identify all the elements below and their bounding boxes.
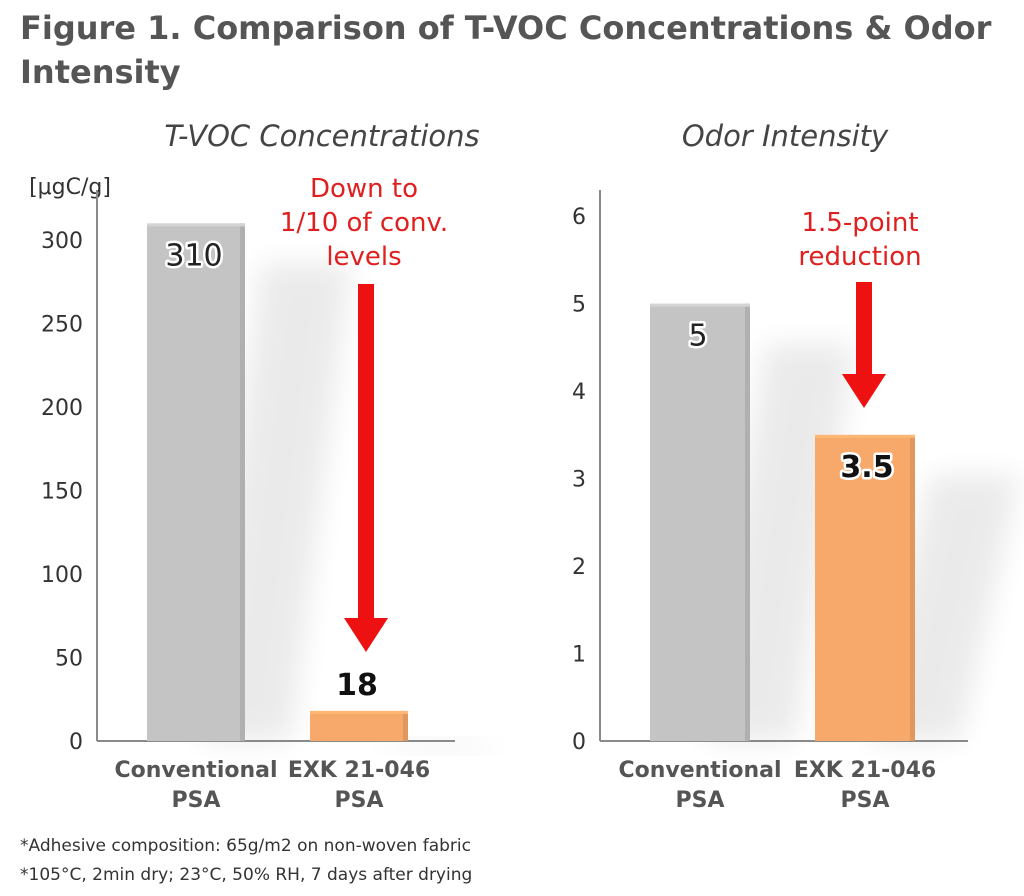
tvoc-y-tick-label: 200 (41, 396, 83, 421)
tvoc-y-tick-label: 150 (41, 480, 83, 505)
tvoc-bar-edge (403, 710, 408, 741)
odor-y-tick-label: 3 (572, 468, 586, 493)
tvoc-y-tick-label: 250 (41, 313, 83, 338)
tvoc-chart-title: T-VOC Concentrations (164, 119, 479, 153)
odor-bar-conventional (650, 303, 750, 741)
tvoc-y-axis-label: [μgC/g] (29, 175, 111, 200)
tvoc-data-label: 18 (336, 668, 378, 703)
odor-y-tick-label: 6 (572, 205, 586, 230)
tvoc-reduction-arrow (344, 284, 388, 652)
footnotes: *Adhesive composition: 65g/m2 on non-wov… (20, 832, 1010, 890)
footnote-conditions: *105°C, 2min dry; 23°C, 50% RH, 7 days a… (20, 865, 473, 885)
odor-y-tick-label: 0 (572, 730, 586, 755)
tvoc-bar-shadow (363, 741, 514, 751)
tvoc-y-tick-label: 0 (69, 730, 83, 755)
odor-annotation: 1.5-point reduction (798, 208, 921, 272)
odor-chart: Odor Intensity 0 1 2 3 4 5 6 5 Conventional PSA 3.5… (572, 119, 1020, 813)
tvoc-annotation: Down to 1/10 of conv. levels (280, 174, 448, 272)
tvoc-y-tick-label: 100 (41, 563, 83, 588)
odor-data-label: 3.5 (840, 450, 893, 485)
odor-bar-edge (745, 303, 750, 741)
tvoc-data-label: 310 (165, 238, 222, 273)
figure-title: Figure 1. Comparison of T-VOC Concentrat… (20, 9, 992, 91)
footnote-composition: *Adhesive composition: 65g/m2 on non-wov… (20, 836, 471, 856)
tvoc-category-label: Conventional PSA (114, 758, 277, 813)
odor-bar-top (650, 303, 750, 307)
odor-data-label: 5 (688, 319, 707, 354)
tvoc-bar-edge (240, 223, 245, 742)
tvoc-category-label: EXK 21-046 PSA (288, 758, 430, 813)
odor-y-tick-label: 5 (572, 293, 586, 318)
tvoc-y-tick-label: 50 (55, 647, 83, 672)
odor-category-label: EXK 21-046 PSA (794, 758, 936, 813)
tvoc-bar-conventional (147, 223, 245, 742)
tvoc-bar-exk (310, 710, 408, 741)
odor-reduction-arrow (842, 282, 886, 408)
odor-y-tick-label: 4 (572, 380, 586, 405)
tvoc-chart: T-VOC Concentrations [μgC/g] 0 50 100 150 200 2… (29, 119, 514, 813)
tvoc-bar-top (147, 223, 245, 227)
odor-bar-exk (815, 434, 915, 741)
odor-y-tick-label: 2 (572, 555, 586, 580)
odor-bar-edge (910, 434, 915, 741)
odor-chart-title: Odor Intensity (682, 119, 889, 153)
tvoc-bar-top (310, 710, 408, 714)
odor-category-label: Conventional PSA (618, 758, 781, 813)
odor-bar-top (815, 434, 915, 438)
tvoc-y-tick-label: 300 (41, 229, 83, 254)
odor-y-tick-label: 1 (572, 643, 586, 668)
